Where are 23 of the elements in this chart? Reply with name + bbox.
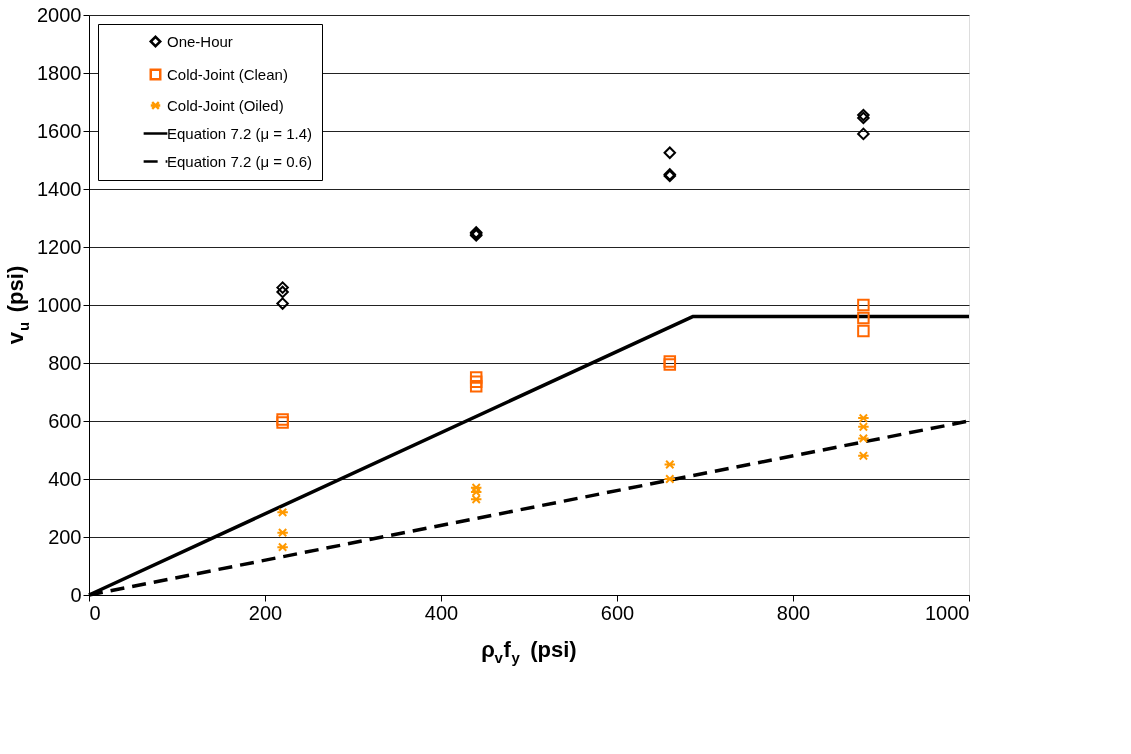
y-tick-label: 1200: [37, 235, 82, 258]
legend-label: One-Hour: [167, 32, 233, 50]
y-tick-label: 1000: [37, 293, 82, 316]
y-tick-label: 400: [48, 467, 82, 490]
x-tick-label: 1000: [925, 601, 970, 624]
legend-label: Cold-Joint (Clean): [167, 65, 288, 83]
x-tick-label: 600: [600, 601, 635, 624]
x-tick-label: 200: [248, 601, 283, 624]
y-tick-label: 0: [70, 583, 82, 606]
legend-label: Equation 7.2 (μ = 1.4): [167, 124, 312, 142]
y-tick-label: 200: [48, 525, 82, 548]
x-tick-label: 400: [424, 601, 459, 624]
y-axis-title: vu (psi): [3, 265, 32, 345]
y-tick-label: 2000: [37, 3, 82, 26]
legend-label: Equation 7.2 (μ = 0.6): [167, 152, 312, 170]
y-tick-label: 1800: [37, 61, 82, 84]
x-tick-label: 0: [89, 601, 101, 624]
y-tick-label: 1400: [37, 177, 82, 200]
y-tick-label: 800: [48, 351, 82, 374]
y-tick-label: 600: [48, 409, 82, 432]
legend-label: Cold-Joint (Oiled): [167, 96, 284, 114]
x-tick-label: 800: [776, 601, 811, 624]
y-tick-label: 1600: [37, 119, 82, 142]
